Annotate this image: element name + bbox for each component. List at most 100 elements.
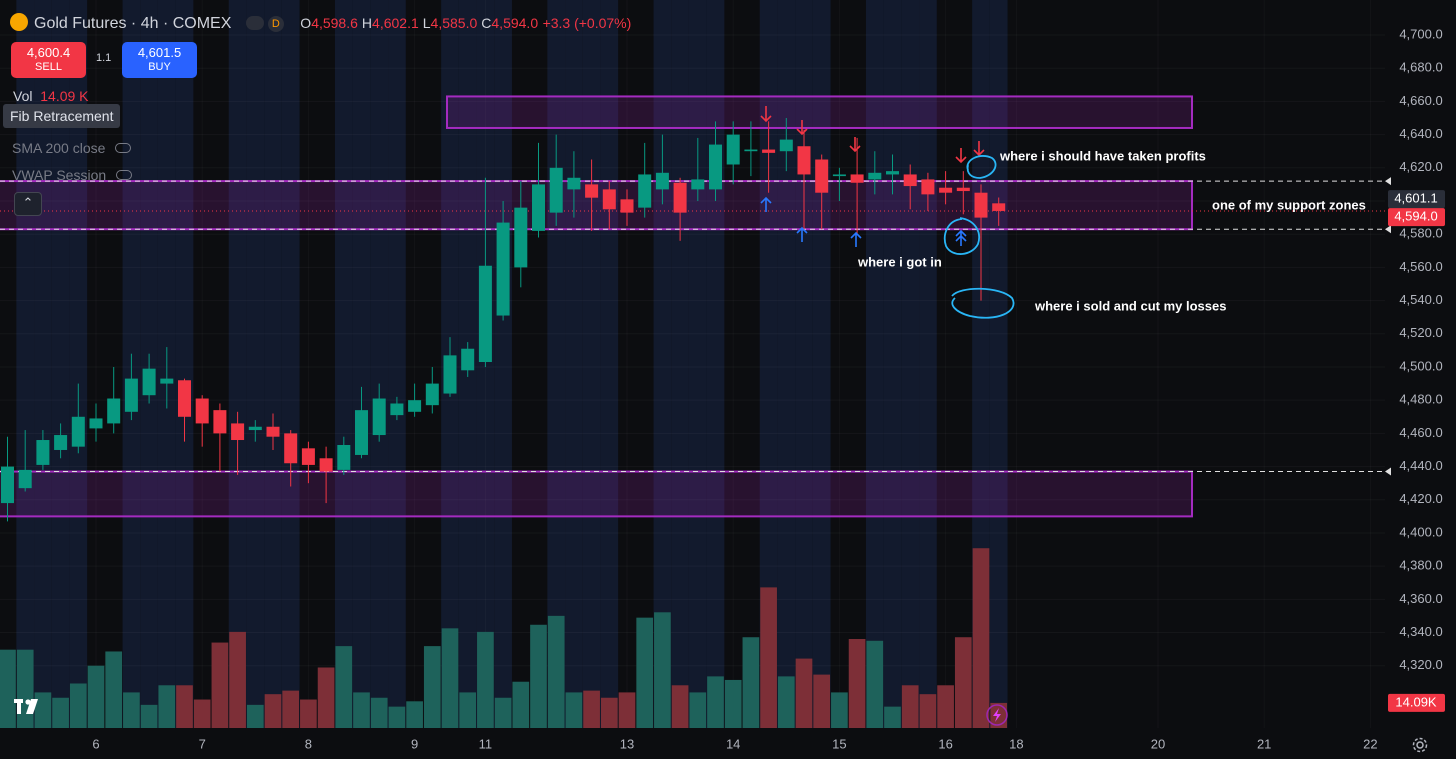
replay-button[interactable]	[986, 704, 1008, 726]
volume-bar	[176, 685, 193, 728]
session-band	[388, 0, 406, 728]
x-tick-label: 16	[938, 736, 952, 751]
session-band	[246, 0, 265, 728]
y-tick-label: 4,640.0	[1399, 126, 1442, 141]
candle-body	[620, 199, 634, 213]
volume-label: 14.09K	[1395, 694, 1437, 709]
volume-value: 14.09 K	[40, 88, 89, 104]
y-tick-label: 4,480.0	[1399, 392, 1442, 407]
volume-bar	[211, 642, 229, 728]
volume-bar	[264, 694, 282, 728]
volume-bar	[813, 674, 831, 728]
indicator-row[interactable]: SMA 200 close	[12, 140, 132, 156]
candle-body	[213, 410, 227, 434]
volume-bar	[618, 692, 636, 728]
candle-body	[142, 368, 156, 396]
volume-bar	[937, 685, 954, 728]
volume-bar	[583, 690, 600, 728]
volume-bar	[441, 628, 459, 728]
volume-bar	[52, 697, 69, 728]
volume-bar	[0, 649, 16, 728]
candle-body	[390, 403, 404, 416]
toggle[interactable]	[245, 16, 264, 30]
candle-body	[992, 203, 1006, 211]
ohlc-value: 4,598.6	[311, 15, 358, 31]
price-change: +3.3 (+0.07%)	[542, 15, 632, 31]
zone-edge-marker	[1385, 225, 1391, 234]
ohlc-key: H	[361, 15, 373, 31]
y-tick-label: 4,560.0	[1399, 259, 1442, 274]
volume-bar	[547, 615, 565, 728]
volume-bar	[795, 658, 813, 728]
candle-body	[178, 380, 191, 417]
candle-body	[496, 222, 510, 316]
candle-body	[71, 416, 85, 447]
candle-body	[124, 378, 138, 412]
indicator-row[interactable]: VWAP Session	[12, 167, 133, 183]
ohlc-value: 4,585.0	[430, 15, 478, 31]
candle-body	[54, 435, 68, 450]
sell-price: 4,600.4	[26, 45, 71, 60]
hand-drawn-circles	[943, 155, 1015, 319]
annotation: where i got in	[857, 254, 942, 269]
candle-body	[886, 171, 899, 175]
ohlc-key: C	[481, 15, 492, 31]
symbol-logo	[10, 13, 28, 31]
ohlc-value: 4,602.1	[372, 15, 419, 31]
candle-body	[266, 426, 280, 437]
candle-body	[231, 423, 245, 441]
candle-body	[425, 383, 439, 406]
ohlc-key: L	[422, 15, 431, 31]
candle-body	[850, 174, 864, 183]
sell-button[interactable]: 4,600.4 SELL	[11, 42, 86, 78]
volume-bar	[972, 548, 990, 728]
volume-bar	[423, 646, 441, 728]
x-tick-label: 9	[411, 736, 418, 751]
candle-body	[655, 172, 669, 190]
volume-bar	[317, 667, 335, 728]
y-tick-label: 4,680.0	[1399, 60, 1442, 75]
volume-bar	[193, 699, 211, 728]
volume-bar	[105, 651, 123, 728]
candle-body	[815, 159, 829, 193]
annotation: one of my support zones	[1212, 197, 1366, 212]
volume-bar	[530, 624, 547, 728]
session-band	[334, 0, 353, 728]
volume-legend: Vol 14.09 K	[13, 88, 89, 104]
zone-edge-marker	[1385, 177, 1391, 186]
candle-body	[762, 149, 776, 153]
volume-bar	[866, 640, 884, 728]
candle-body	[443, 355, 457, 394]
candle-body	[744, 149, 758, 152]
volume-bar	[600, 697, 618, 728]
hidden-icon[interactable]	[116, 170, 133, 180]
candle-body	[461, 348, 475, 371]
hidden-icon[interactable]	[115, 143, 132, 153]
volume-bar	[777, 676, 795, 728]
indicator-name: SMA 200 close	[12, 140, 106, 156]
x-tick-label: 18	[1009, 736, 1023, 751]
candle-body	[709, 144, 722, 190]
price-label-box	[1388, 190, 1445, 209]
y-tick-label: 4,520.0	[1399, 325, 1442, 340]
candle-body	[408, 400, 422, 412]
volume-bar	[707, 676, 724, 728]
volume-label-box	[1388, 693, 1445, 712]
settings-gear[interactable]	[1412, 737, 1428, 753]
collapse-button[interactable]: ⌃	[14, 192, 42, 216]
candle-body	[585, 184, 599, 198]
volume-bar	[158, 685, 176, 728]
x-tick-label: 7	[199, 736, 206, 751]
session-band	[264, 0, 282, 728]
volume-bar	[494, 697, 512, 728]
buy-button[interactable]: 4,601.5 BUY	[122, 42, 197, 78]
candle-body	[691, 179, 705, 190]
volume-bar	[388, 706, 406, 728]
volume-bar	[831, 692, 848, 728]
candle-body	[903, 174, 917, 187]
session-band	[228, 0, 247, 728]
candle-body	[779, 139, 793, 152]
buy-label: BUY	[148, 61, 171, 73]
